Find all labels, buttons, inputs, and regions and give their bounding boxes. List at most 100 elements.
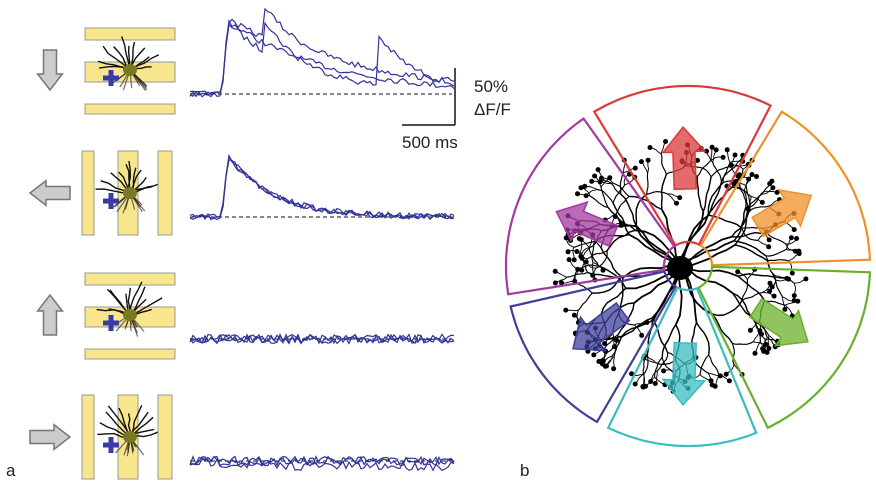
dendrite: [695, 322, 710, 356]
varicosity: [677, 195, 683, 201]
dendrite: [710, 166, 730, 178]
varicosity: [663, 139, 668, 144]
varicosity: [652, 381, 658, 386]
dendrite: [702, 176, 712, 212]
direction-arrow: [36, 49, 64, 92]
electrode: [103, 315, 119, 331]
varicosity: [709, 144, 715, 150]
varicosity: [596, 359, 602, 364]
stimulus-bar: [157, 394, 173, 480]
varicosity: [763, 342, 769, 347]
varicosity: [795, 298, 801, 304]
dendrite: [600, 186, 609, 208]
varicosity: [552, 268, 558, 274]
dendrite: [573, 240, 595, 248]
stimulus-bar: [84, 348, 176, 360]
trace: [189, 456, 455, 472]
scale-label: 500 ms: [402, 133, 458, 152]
varicosity: [769, 284, 775, 290]
dendrite: [733, 240, 767, 257]
varicosity: [749, 172, 755, 177]
dendrite: [739, 187, 747, 208]
dendrite: [578, 292, 593, 311]
dendrite: [720, 165, 737, 182]
varicosity: [735, 269, 741, 275]
varicosity: [770, 185, 776, 191]
stimulus-bar: [84, 27, 176, 41]
varicosity: [771, 293, 777, 299]
varicosity: [767, 280, 773, 286]
dendrite: [748, 205, 769, 213]
dendrite: [612, 202, 630, 235]
dendrite: [696, 159, 712, 177]
varicosity: [791, 293, 797, 299]
trace: [189, 19, 455, 98]
direction-arrow: [751, 188, 813, 238]
dendrite: [654, 357, 663, 378]
trace: [189, 153, 455, 221]
dendrite: [620, 193, 637, 226]
direction-arrow: [29, 423, 72, 451]
varicosity: [723, 371, 729, 377]
dendrite: [741, 279, 748, 301]
dendrite: [102, 45, 131, 71]
varicosity: [757, 328, 763, 334]
dendrite: [612, 184, 626, 204]
varicosity: [582, 183, 588, 189]
varicosity: [717, 373, 723, 379]
varicosity: [731, 181, 737, 187]
direction-arrow: [572, 301, 631, 352]
panel-label: b: [520, 461, 529, 480]
varicosity: [579, 267, 585, 273]
varicosity: [563, 307, 569, 313]
varicosity: [754, 174, 759, 179]
varicosity: [639, 332, 645, 338]
dendrite: [607, 206, 636, 231]
dendrite: [606, 229, 636, 252]
dendrite: [588, 246, 600, 267]
direction-arrow: [36, 293, 64, 336]
trace: [189, 21, 455, 98]
varicosity: [644, 320, 650, 325]
varicosity: [600, 267, 606, 273]
dendrite: [646, 172, 649, 195]
varicosity: [571, 257, 577, 263]
direction-arrow: [661, 341, 707, 407]
varicosity: [574, 249, 580, 254]
varicosity: [592, 173, 598, 179]
dendrite: [731, 343, 735, 365]
dendrite: [646, 191, 668, 195]
varicosity: [759, 199, 765, 205]
sector: [509, 270, 678, 424]
dendrite: [753, 320, 770, 337]
panel-a: [28, 7, 455, 480]
dendrite: [738, 273, 774, 278]
varicosity: [774, 189, 780, 195]
dendrite: [628, 195, 663, 211]
dendrite: [731, 206, 751, 238]
dendrite: [652, 319, 669, 353]
varicosity: [571, 312, 577, 318]
varicosity: [728, 162, 734, 168]
varicosity: [632, 381, 638, 387]
trace: [189, 455, 455, 467]
dendrite: [587, 250, 608, 260]
varicosity: [583, 193, 589, 199]
dendrite: [660, 153, 667, 175]
dendrite: [767, 259, 789, 262]
varicosity: [784, 275, 790, 281]
varicosity: [647, 145, 653, 150]
dendrite: [708, 214, 743, 229]
varicosity: [713, 147, 719, 153]
soma: [123, 309, 137, 321]
dendrite: [699, 354, 710, 375]
varicosity: [600, 361, 605, 367]
dendrite: [619, 172, 624, 195]
varicosity: [611, 366, 617, 372]
dendrite: [773, 276, 783, 297]
trace: [189, 332, 455, 345]
varicosity: [575, 266, 581, 272]
varicosity: [803, 276, 809, 282]
varicosity: [595, 167, 601, 173]
